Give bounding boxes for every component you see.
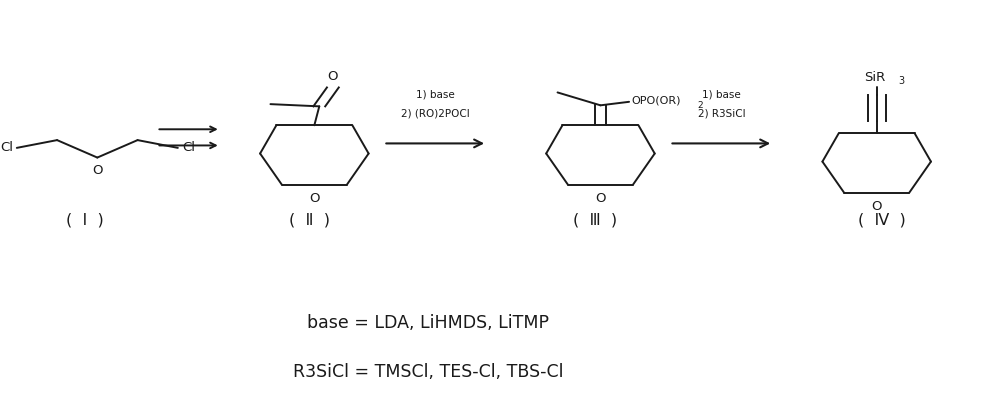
Text: base = LDA, LiHMDS, LiTMP: base = LDA, LiHMDS, LiTMP — [307, 314, 549, 332]
Text: O: O — [309, 192, 320, 205]
Text: O: O — [328, 70, 338, 84]
Text: 1) base: 1) base — [416, 90, 455, 100]
Text: O: O — [92, 164, 103, 177]
Text: SiR: SiR — [864, 71, 885, 84]
Text: (  Ⅱ  ): ( Ⅱ ) — [289, 213, 330, 228]
Text: 2) R3SiCl: 2) R3SiCl — [698, 108, 746, 118]
Text: 2: 2 — [697, 101, 703, 109]
Text: 3: 3 — [898, 76, 905, 86]
Text: OPO(OR): OPO(OR) — [631, 96, 681, 105]
Text: (  Ⅰ  ): ( Ⅰ ) — [66, 213, 103, 228]
Text: (  Ⅳ  ): ( Ⅳ ) — [858, 213, 905, 228]
Text: Cl: Cl — [182, 141, 195, 154]
Text: R3SiCl = TMSCl, TES-Cl, TBS-Cl: R3SiCl = TMSCl, TES-Cl, TBS-Cl — [293, 363, 563, 381]
Text: 2) (RO)2POCl: 2) (RO)2POCl — [401, 108, 470, 118]
Text: (  Ⅲ  ): ( Ⅲ ) — [573, 213, 618, 228]
Text: O: O — [595, 192, 606, 205]
Text: Cl: Cl — [0, 141, 13, 154]
Text: 1) base: 1) base — [702, 90, 741, 100]
Text: O: O — [871, 200, 882, 213]
